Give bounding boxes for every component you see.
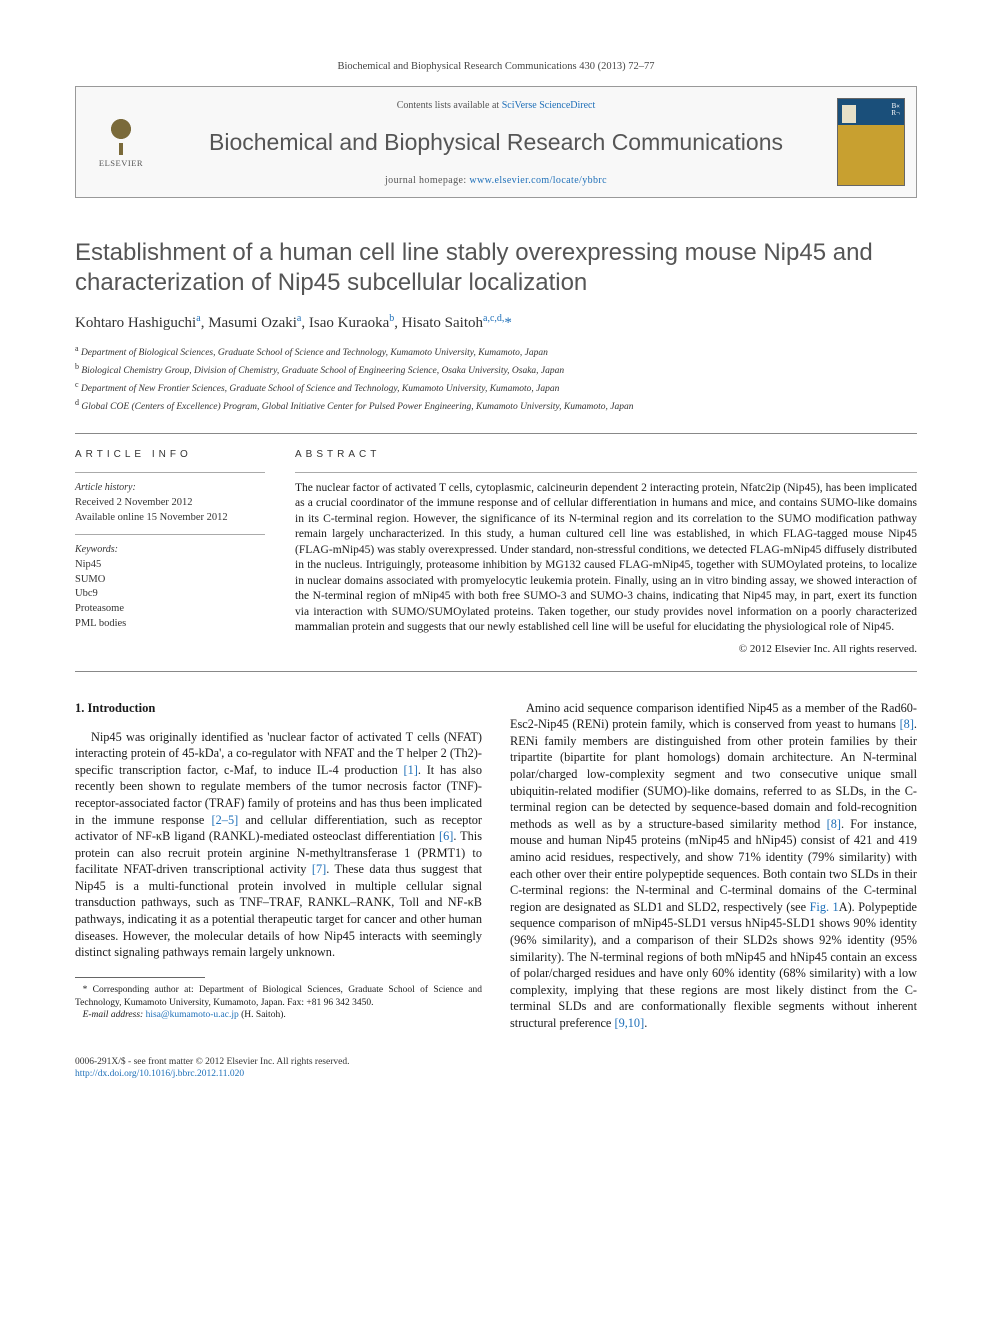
info-divider bbox=[75, 472, 265, 473]
intro-paragraph-2: Amino acid sequence comparison identifie… bbox=[510, 700, 917, 1032]
journal-cover-thumbnail bbox=[837, 98, 905, 186]
info-divider bbox=[75, 534, 265, 535]
citation-link[interactable]: [9,10] bbox=[614, 1016, 644, 1030]
keyword: Ubc9 bbox=[75, 587, 265, 602]
footnote-rule bbox=[75, 977, 205, 978]
homepage-prefix: journal homepage: bbox=[385, 175, 469, 186]
journal-reference: Biochemical and Biophysical Research Com… bbox=[75, 60, 917, 74]
cover-thumb-area bbox=[826, 87, 916, 197]
doi-link[interactable]: http://dx.doi.org/10.1016/j.bbrc.2012.11… bbox=[75, 1069, 244, 1079]
citation-link[interactable]: [7] bbox=[312, 862, 326, 876]
abstract-heading: ABSTRACT bbox=[295, 448, 917, 462]
keyword: Nip45 bbox=[75, 558, 265, 573]
affiliation-a: a Department of Biological Sciences, Gra… bbox=[75, 343, 917, 361]
keyword: Proteasome bbox=[75, 602, 265, 617]
journal-title: Biochemical and Biophysical Research Com… bbox=[176, 127, 816, 158]
article-info-column: ARTICLE INFO Article history: Received 2… bbox=[75, 448, 265, 657]
info-divider bbox=[295, 472, 917, 473]
email-line: E-mail address: hisa@kumamoto-u.ac.jp (H… bbox=[75, 1009, 482, 1022]
citation-link[interactable]: [8] bbox=[900, 717, 914, 731]
article-title: Establishment of a human cell line stabl… bbox=[75, 238, 917, 298]
footnotes: * Corresponding author at: Department of… bbox=[75, 984, 482, 1022]
front-matter-notice: 0006-291X/$ - see front matter © 2012 El… bbox=[75, 1056, 349, 1069]
citation-link[interactable]: [2–5] bbox=[212, 813, 239, 827]
elsevier-logo: ELSEVIER bbox=[86, 107, 156, 177]
homepage-line: journal homepage: www.elsevier.com/locat… bbox=[176, 174, 816, 188]
citation-link[interactable]: [6] bbox=[439, 829, 453, 843]
contents-prefix: Contents lists available at bbox=[397, 100, 502, 111]
affiliation-b: b Biological Chemistry Group, Division o… bbox=[75, 361, 917, 379]
online-date: Available online 15 November 2012 bbox=[75, 511, 265, 526]
abstract-text: The nuclear factor of activated T cells,… bbox=[295, 481, 917, 636]
abstract-column: ABSTRACT The nuclear factor of activated… bbox=[295, 448, 917, 657]
elsevier-tree-icon bbox=[101, 115, 141, 155]
citation-link[interactable]: [8] bbox=[827, 817, 841, 831]
article-info-heading: ARTICLE INFO bbox=[75, 448, 265, 462]
affiliation-c: c Department of New Frontier Sciences, G… bbox=[75, 379, 917, 397]
journal-header-box: ELSEVIER Contents lists available at Sci… bbox=[75, 86, 917, 198]
corresponding-author: * Corresponding author at: Department of… bbox=[75, 984, 482, 1010]
author-list: Kohtaro Hashiguchia, Masumi Ozakia, Isao… bbox=[75, 312, 917, 333]
page-footer: 0006-291X/$ - see front matter © 2012 El… bbox=[75, 1056, 917, 1082]
abstract-copyright: © 2012 Elsevier Inc. All rights reserved… bbox=[295, 642, 917, 657]
elsevier-wordmark: ELSEVIER bbox=[99, 158, 143, 169]
affiliations: a Department of Biological Sciences, Gra… bbox=[75, 343, 917, 415]
keywords-label: Keywords: bbox=[75, 543, 265, 557]
received-date: Received 2 November 2012 bbox=[75, 496, 265, 511]
keyword: SUMO bbox=[75, 573, 265, 588]
email-link[interactable]: hisa@kumamoto-u.ac.jp bbox=[146, 1010, 239, 1020]
contents-line: Contents lists available at SciVerse Sci… bbox=[176, 99, 816, 113]
divider bbox=[75, 671, 917, 672]
keyword: PML bodies bbox=[75, 617, 265, 632]
footer-left: 0006-291X/$ - see front matter © 2012 El… bbox=[75, 1056, 349, 1082]
homepage-link[interactable]: www.elsevier.com/locate/ybbrc bbox=[469, 175, 607, 186]
publisher-logo-area: ELSEVIER bbox=[76, 87, 166, 197]
body-text: 1. Introduction Nip45 was originally ide… bbox=[75, 700, 917, 1032]
affiliation-d: d Global COE (Centers of Excellence) Pro… bbox=[75, 397, 917, 415]
figure-link[interactable]: Fig. 1 bbox=[810, 900, 839, 914]
sciencedirect-link[interactable]: SciVerse ScienceDirect bbox=[502, 100, 596, 111]
history-label: Article history: bbox=[75, 481, 265, 495]
citation-link[interactable]: [1] bbox=[404, 763, 418, 777]
intro-paragraph-1: Nip45 was originally identified as 'nucl… bbox=[75, 729, 482, 961]
intro-heading: 1. Introduction bbox=[75, 700, 482, 717]
header-center: Contents lists available at SciVerse Sci… bbox=[166, 87, 826, 197]
